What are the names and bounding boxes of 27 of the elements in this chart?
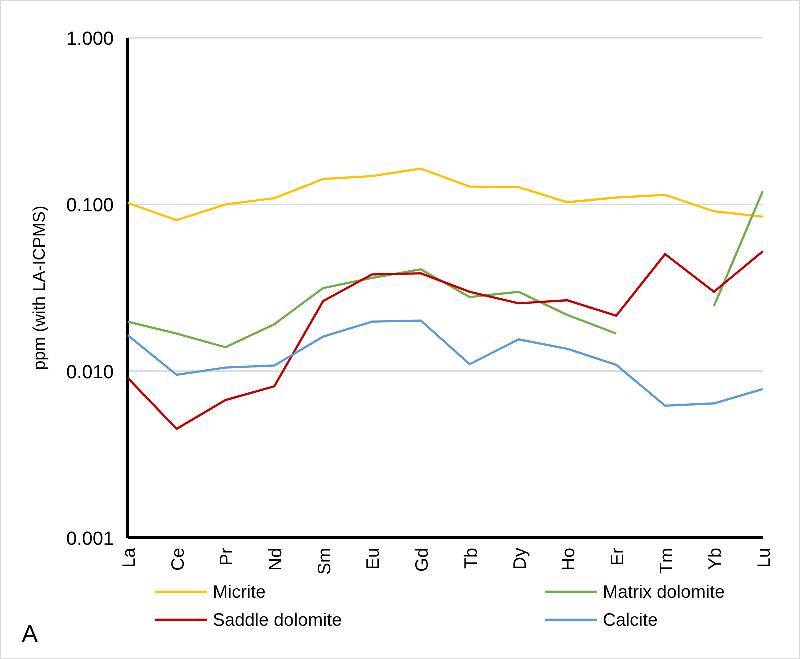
legend-label: Saddle dolomite [213, 610, 342, 630]
x-tick-label: Ho [558, 548, 579, 572]
line-series [126, 168, 764, 222]
x-tick-label: Nd [266, 548, 286, 572]
x-tick-label: Pr [216, 548, 237, 566]
x-tick-label: Gd [412, 548, 432, 572]
y-axis-title: ppm (with LA-ICPMS) [30, 206, 49, 370]
x-tick-label: Eu [363, 548, 384, 570]
x-tick-label: Tm [656, 548, 676, 574]
x-tick-label: La [119, 547, 139, 568]
legend-label: Micrite [213, 582, 266, 602]
x-tick-label: Lu [754, 548, 774, 568]
y-tick-label: 0.100 [66, 196, 114, 217]
y-tick-label: 0.010 [66, 362, 114, 384]
x-tick-label: Ce [168, 548, 188, 572]
x-tick-label: Er [607, 548, 628, 566]
x-tick-label: Sm [314, 548, 334, 575]
legend-label: Matrix dolomite [603, 582, 726, 602]
y-tick-label: 1.000 [66, 29, 114, 50]
text: A [22, 621, 38, 648]
x-tick-label: Tb [460, 548, 481, 570]
legend-label: Calcite [603, 610, 658, 630]
x-tick-label: Dy [510, 548, 530, 570]
y-tick-label: 0.001 [66, 529, 114, 550]
line-series [126, 320, 764, 408]
line-series [126, 250, 764, 430]
x-tick-label: Yb [705, 548, 726, 570]
